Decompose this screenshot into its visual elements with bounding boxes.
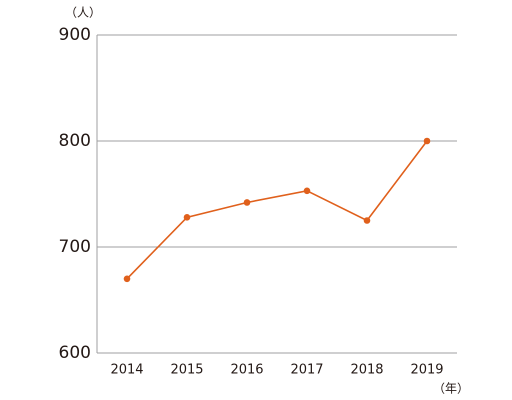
line: [126, 140, 428, 280]
point: [183, 214, 191, 221]
x-tick-label: 2015: [170, 363, 203, 378]
y-tick-label: 600: [59, 343, 91, 363]
y-tick-label: 700: [59, 237, 91, 257]
x-tick-label: 2014: [110, 363, 143, 378]
y-axis-label: （人）: [65, 6, 101, 20]
point: [423, 137, 431, 145]
point: [303, 187, 311, 195]
x-tick-label: 2017: [290, 363, 323, 378]
y-tick-label: 800: [59, 131, 91, 151]
x-tick-label: 2019: [410, 363, 443, 378]
x-tick-label: 2016: [230, 363, 263, 378]
point: [123, 275, 131, 283]
point: [243, 199, 251, 206]
point: [363, 217, 371, 224]
y-tick-label: 900: [59, 25, 91, 45]
x-axis-label: （年）: [433, 382, 469, 396]
x-tick-label: 2018: [350, 363, 383, 378]
